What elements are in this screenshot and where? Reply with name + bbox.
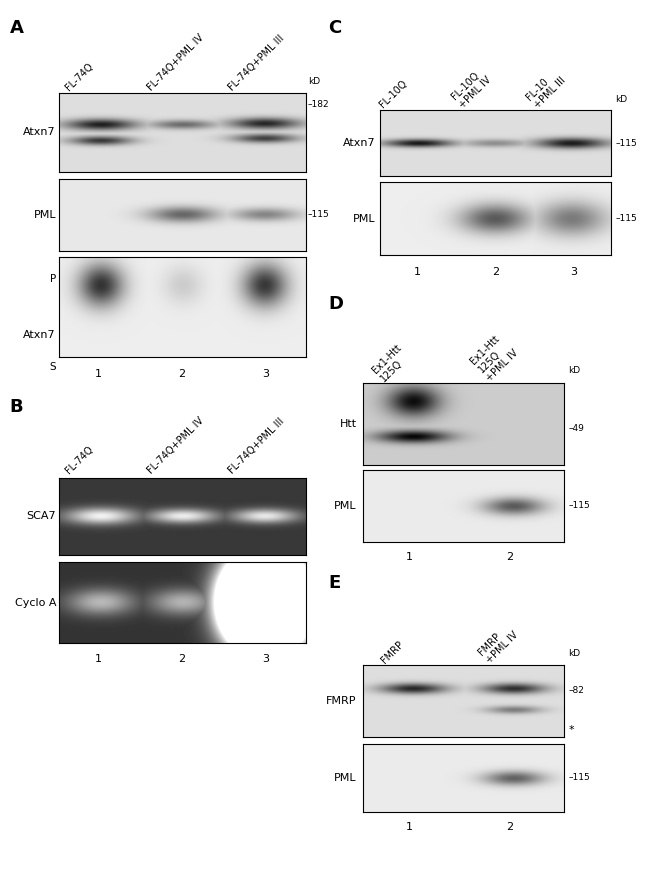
Text: kD: kD xyxy=(308,78,320,86)
Text: 1: 1 xyxy=(406,552,413,562)
Text: 2: 2 xyxy=(506,552,514,562)
Text: FL-74Q+PML IV: FL-74Q+PML IV xyxy=(146,33,205,93)
Text: 2: 2 xyxy=(506,822,514,833)
Text: PML: PML xyxy=(334,500,357,511)
Text: –115: –115 xyxy=(616,214,638,224)
Text: Cyclo A: Cyclo A xyxy=(14,597,56,608)
Text: 1: 1 xyxy=(94,369,101,379)
Text: –82: –82 xyxy=(568,686,584,695)
Text: –115: –115 xyxy=(568,774,590,782)
Text: Htt: Htt xyxy=(339,419,357,429)
Text: A: A xyxy=(10,19,23,37)
Text: 3: 3 xyxy=(571,267,578,277)
Text: 1: 1 xyxy=(406,822,413,833)
Text: SCA7: SCA7 xyxy=(27,511,56,522)
Text: Ex1-Htt
125Q
+PML IV: Ex1-Htt 125Q +PML IV xyxy=(468,331,520,383)
Text: kD: kD xyxy=(616,94,628,104)
Text: –182: –182 xyxy=(308,100,330,109)
Text: D: D xyxy=(328,295,343,313)
Text: 1: 1 xyxy=(94,655,101,664)
Text: B: B xyxy=(10,398,23,416)
Text: FMRP
+PML IV: FMRP +PML IV xyxy=(476,621,520,665)
Text: –115: –115 xyxy=(308,211,330,219)
Text: FMRP: FMRP xyxy=(326,696,357,707)
Text: Atxn7: Atxn7 xyxy=(23,329,56,340)
Text: kD: kD xyxy=(568,649,580,658)
Text: PML: PML xyxy=(353,214,376,224)
Text: FL-74Q: FL-74Q xyxy=(64,61,96,93)
Text: –49: –49 xyxy=(568,424,584,433)
Text: Ex1-Htt
125Q: Ex1-Htt 125Q xyxy=(371,342,412,383)
Text: 3: 3 xyxy=(263,655,270,664)
Text: S: S xyxy=(49,362,56,372)
Text: kD: kD xyxy=(568,366,580,375)
Text: FL-74Q+PML III: FL-74Q+PML III xyxy=(227,33,287,93)
Text: FL-10Q: FL-10Q xyxy=(378,78,410,110)
Text: Atxn7: Atxn7 xyxy=(343,138,376,148)
Text: FL-10
+PML III: FL-10 +PML III xyxy=(524,67,567,110)
Text: 2: 2 xyxy=(179,369,185,379)
Text: *: * xyxy=(568,725,574,735)
Text: FL-74Q+PML IV: FL-74Q+PML IV xyxy=(146,416,205,476)
Text: 2: 2 xyxy=(492,267,499,277)
Text: FL-10Q
+PML IV: FL-10Q +PML IV xyxy=(449,66,493,110)
Text: FL-74Q+PML III: FL-74Q+PML III xyxy=(227,416,287,476)
Text: FL-74Q: FL-74Q xyxy=(64,444,96,476)
Text: 2: 2 xyxy=(179,655,185,664)
Text: –115: –115 xyxy=(568,501,590,510)
Text: FMRP: FMRP xyxy=(379,639,405,665)
Text: –115: –115 xyxy=(616,138,638,148)
Text: Atxn7: Atxn7 xyxy=(23,127,56,137)
Text: 1: 1 xyxy=(413,267,421,277)
Text: PML: PML xyxy=(33,210,56,220)
Text: P: P xyxy=(50,274,56,285)
Text: E: E xyxy=(328,574,341,592)
Text: 3: 3 xyxy=(263,369,270,379)
Text: PML: PML xyxy=(334,773,357,783)
Text: C: C xyxy=(328,19,341,37)
